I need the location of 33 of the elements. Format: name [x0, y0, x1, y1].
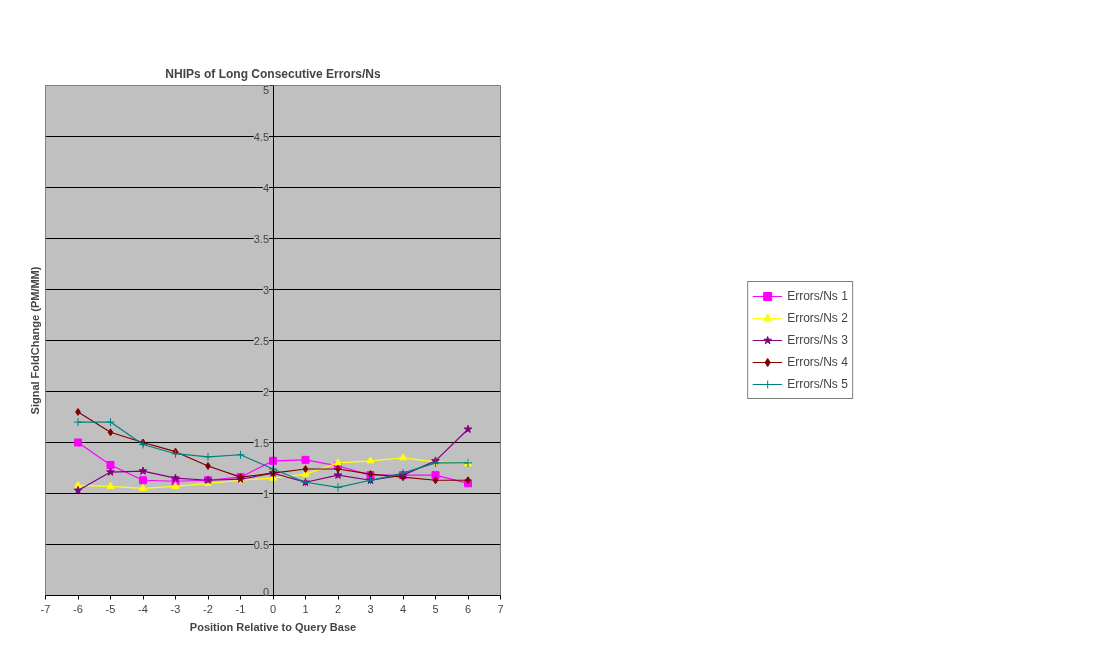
- y-tick-label: 3: [262, 283, 270, 296]
- legend-label: Errors/Ns 5: [787, 377, 848, 391]
- y-tick-label: 1: [262, 487, 270, 500]
- legend-label: Errors/Ns 2: [787, 311, 848, 325]
- x-tick-label: 5: [432, 602, 439, 615]
- y-tick-label: 4.5: [253, 130, 270, 143]
- x-tick-label: 4: [399, 602, 407, 615]
- x-tick-label: -4: [138, 602, 148, 615]
- chart-title: NHIPs of Long Consecutive Errors/Ns: [165, 66, 382, 81]
- y-tick-label: 5: [262, 83, 270, 96]
- x-tick-label: -5: [105, 602, 116, 615]
- x-tick-label: 1: [302, 602, 309, 615]
- x-tick-label: -2: [203, 602, 213, 615]
- y-tick-label: 0.5: [253, 538, 270, 551]
- x-tick-label: 3: [367, 602, 374, 615]
- y-tick-label: 0: [262, 585, 270, 598]
- legend-label: Errors/Ns 1: [787, 289, 848, 303]
- x-tick-label: -7: [40, 602, 51, 615]
- x-tick-label: 2: [334, 602, 342, 615]
- legend-label: Errors/Ns 4: [787, 355, 848, 369]
- x-tick-label: 7: [497, 602, 504, 615]
- legend-label: Errors/Ns 3: [787, 333, 848, 347]
- y-tick-label: 2: [262, 385, 270, 398]
- y-tick-label: 1.5: [253, 436, 270, 449]
- y-axis-title: Signal FoldChange (PM/MM): [28, 266, 41, 415]
- x-tick-label: -1: [235, 602, 246, 615]
- x-tick-label: -3: [170, 602, 181, 615]
- y-tick-label: 3.5: [253, 232, 270, 245]
- y-tick-label: 2.5: [253, 334, 270, 347]
- x-tick-label: -6: [73, 602, 83, 615]
- y-tick-label: 4: [262, 181, 270, 194]
- x-tick-label: 6: [464, 602, 472, 615]
- x-axis-title: Position Relative to Query Base: [189, 620, 357, 633]
